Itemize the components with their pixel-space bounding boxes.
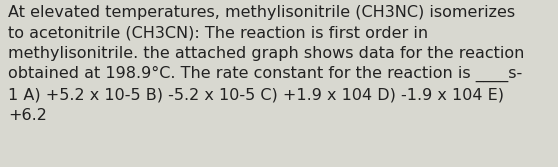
Text: At elevated temperatures, methylisonitrile (CH3NC) isomerizes
to acetonitrile (C: At elevated temperatures, methylisonitri…	[8, 5, 525, 123]
